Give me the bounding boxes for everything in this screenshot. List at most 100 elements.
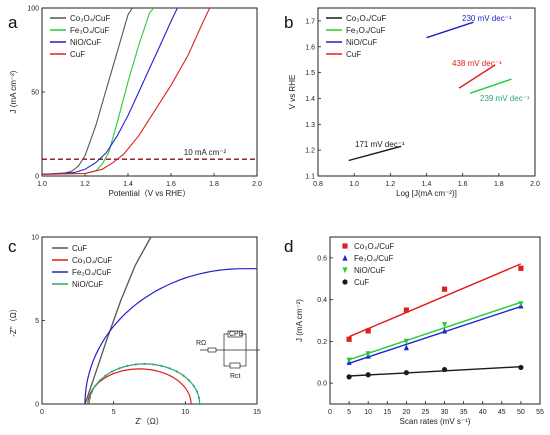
- panel-d-ytick-label: 0.4: [317, 297, 327, 304]
- panel-b-legend-label: Fe₃O₄/CuF: [346, 26, 386, 35]
- panel-b-xtick-label: 1.0: [349, 181, 359, 188]
- panel-d-point: [441, 286, 448, 292]
- panel-d-fit-line: [348, 263, 522, 338]
- panel-a-xtick-label: 1.2: [80, 181, 90, 188]
- panel-c-nio-curve: [88, 363, 201, 405]
- panel-b-xlabel: Log [J(mA cm⁻²)]: [396, 189, 457, 198]
- panel-a-xtick-label: 2.0: [252, 181, 262, 188]
- panel-d-point: [403, 307, 409, 313]
- panel-c-nio-point: [88, 402, 91, 406]
- panel-c-nio-point: [98, 379, 101, 382]
- panel-d-point: [518, 265, 524, 271]
- panel-d-xtick-label: 0: [328, 409, 332, 416]
- panel-b-slope-label: 230 mV dec⁻¹: [462, 14, 512, 23]
- panel-c-legend-label: CuF: [72, 244, 87, 253]
- panel-c-nio-point: [160, 364, 163, 367]
- panel-d-ytick-label: 0.0: [317, 381, 327, 388]
- panel-c-nio-point: [88, 396, 92, 399]
- panel-letter-d: d: [284, 237, 293, 256]
- panel-d-legend-marker: [342, 267, 348, 274]
- panel-a-ytick-label: 50: [31, 90, 39, 97]
- panel-d-legend-marker: [342, 243, 348, 249]
- panel-d-ytick-label: 0.2: [317, 339, 327, 346]
- panel-d-point: [403, 338, 409, 345]
- panel-a-legend-label: NiO/CuF: [70, 38, 101, 47]
- panel-b-xtick-label: 2.0: [530, 181, 540, 188]
- panel-letter-a: a: [8, 13, 18, 32]
- panel-b-ytick-label: 1.1: [305, 174, 315, 181]
- panel-b-ytick-label: 1.7: [305, 18, 315, 25]
- panel-b-ytick-label: 1.2: [305, 148, 315, 155]
- panel-c-legend-label: NiO/CuF: [72, 280, 103, 289]
- panel-b-legend-label: NiO/CuF: [346, 38, 377, 47]
- panel-a-series-line: [41, 7, 211, 175]
- panel-d-xtick-label: 50: [517, 409, 525, 416]
- panel-b-xtick-label: 1.6: [458, 181, 468, 188]
- panel-d-xtick-label: 5: [347, 409, 351, 416]
- panel-c-nio-point: [104, 374, 107, 377]
- panel-b-legend-label: CuF: [346, 50, 361, 59]
- panel-d-point: [441, 327, 448, 334]
- panel-c-nio-point: [134, 363, 137, 366]
- panel-c-nio-point: [188, 379, 191, 382]
- panel-c-co3o4-curve: [87, 368, 192, 405]
- panel-d-point: [365, 351, 371, 357]
- panel-d-legend-label: CuF: [354, 278, 369, 287]
- panel-b-slope-label: 239 mV dec⁻¹: [480, 94, 530, 103]
- panel-d-point: [346, 336, 352, 342]
- panel-c-nio-point: [192, 384, 195, 387]
- panel-b-xtick-label: 1.8: [494, 181, 504, 188]
- panel-c-nio-point: [195, 390, 199, 393]
- panel-d-xtick-label: 20: [402, 409, 410, 416]
- panel-b-ylabel: V vs RHE: [288, 75, 297, 110]
- panel-b-xtick-label: 1.2: [385, 181, 395, 188]
- panel-d-point: [403, 370, 409, 376]
- panel-a-ytick-label: 0: [35, 174, 39, 181]
- circuit-rs-resistor: [207, 347, 217, 353]
- panel-d-point: [403, 344, 409, 351]
- panel-d-xtick-label: 25: [422, 409, 430, 416]
- panel-letter-b: b: [284, 13, 293, 32]
- panel-c-xtick-label: 10: [181, 409, 189, 416]
- panel-b-ytick-label: 1.4: [305, 96, 315, 103]
- panel-a-legend-label: Co₃O₄/CuF: [70, 14, 110, 23]
- panel-b-legend-label: Co₃O₄/CuF: [346, 14, 386, 23]
- panel-d-point: [346, 357, 352, 364]
- panel-c-xlabel: Z'（Ω）: [135, 417, 163, 426]
- circuit-rs-label: RΩ: [196, 340, 206, 347]
- panel-a-xtick-label: 1.8: [209, 181, 219, 188]
- panel-d-legend-label: NiO/CuF: [354, 266, 385, 275]
- panel-c-legend-label: Co₃O₄/CuF: [72, 256, 112, 265]
- circuit-cpe-element: [227, 330, 243, 338]
- panel-b-tafel-line: [426, 21, 474, 39]
- panel-d-legend-marker: [342, 279, 348, 285]
- panel-d-xtick-label: 55: [536, 409, 544, 416]
- panel-c-fe3o4-curve: [84, 268, 257, 405]
- panel-d-point: [441, 322, 448, 328]
- panel-d-point: [346, 374, 352, 380]
- circuit-rct-label: Rct: [230, 373, 241, 380]
- panel-d-xtick-label: 35: [460, 409, 468, 416]
- panel-d-legend-marker: [342, 254, 348, 261]
- panel-c-xtick-label: 15: [253, 409, 261, 416]
- panel-c-nio-point: [168, 367, 171, 370]
- panel-d-xlabel: Scan rates (mV s⁻¹): [400, 417, 471, 426]
- panel-d-xtick-label: 30: [441, 409, 449, 416]
- panel-a-legend-label: Fe₃O₄/CuF: [70, 26, 110, 35]
- panel-c-nio-point: [175, 370, 179, 373]
- panel-a-xlabel: Potential（V vs RHE）: [109, 189, 191, 198]
- panel-c-nio-point: [126, 364, 129, 367]
- panel-c-ylabel: -Z''（Ω）: [9, 304, 18, 337]
- panel-a-ytick-label: 100: [27, 6, 39, 13]
- panel-b-ytick-label: 1.6: [305, 44, 315, 51]
- panel-d-xtick-label: 10: [364, 409, 372, 416]
- panel-b-xtick-label: 1.4: [422, 181, 432, 188]
- panel-c-nio-point: [90, 390, 94, 393]
- panel-d-legend-label: Co₃O₄/CuF: [354, 242, 394, 251]
- panel-b-ytick-label: 1.3: [305, 122, 315, 129]
- panel-b-slope-label: 171 mV dec⁻¹: [355, 140, 405, 149]
- panel-d-xtick-label: 40: [479, 409, 487, 416]
- circuit-cpe-label: CPE: [229, 331, 244, 338]
- panel-c-ytick-label: 5: [35, 318, 39, 325]
